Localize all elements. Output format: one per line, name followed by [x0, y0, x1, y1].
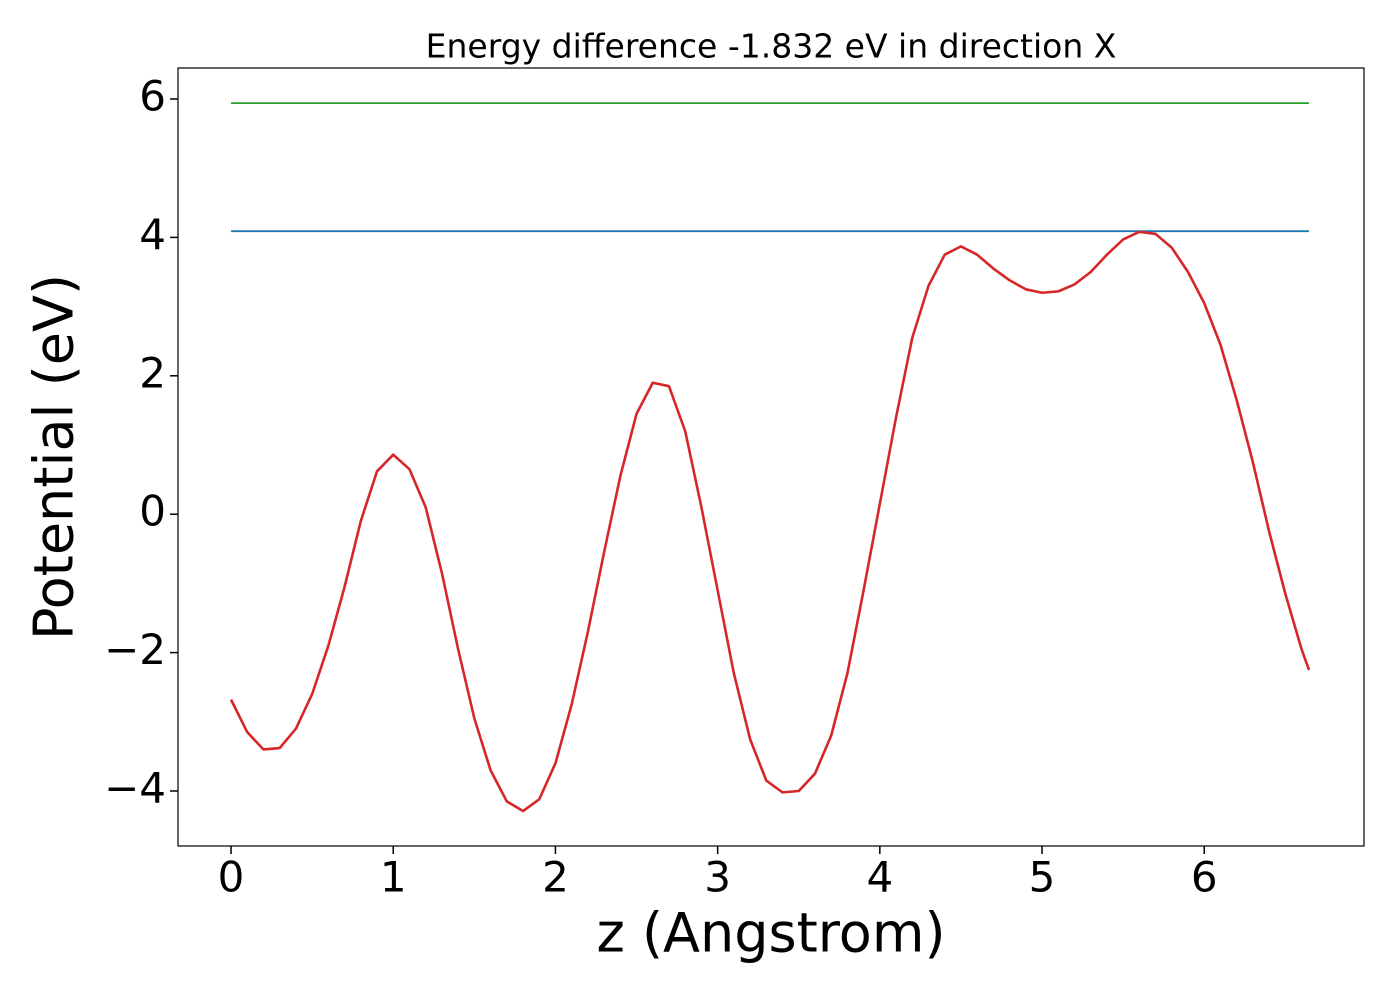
- x-tick-label: 0: [218, 853, 245, 902]
- y-tick-label: 0: [139, 487, 166, 536]
- x-tick-label: 2: [542, 853, 569, 902]
- y-tick-label: 4: [139, 210, 166, 259]
- data-line: [229, 230, 1311, 813]
- x-tick-label: 3: [704, 853, 731, 902]
- x-axis-label: z (Angstrom): [596, 902, 945, 965]
- x-tick-label: 6: [1191, 853, 1218, 902]
- plot-frame: [177, 67, 1365, 847]
- y-axis-label: Potential (eV): [23, 274, 86, 640]
- x-tick-label: 1: [380, 853, 407, 902]
- y-tick-label: −4: [104, 763, 166, 812]
- x-tick-label: 4: [866, 853, 893, 902]
- chart-title: Energy difference -1.832 eV in direction…: [426, 27, 1117, 66]
- y-tick-label: 6: [139, 72, 166, 121]
- x-tick-label: 5: [1029, 853, 1056, 902]
- y-tick-label: −2: [104, 625, 166, 674]
- y-tick-label: 2: [139, 348, 166, 397]
